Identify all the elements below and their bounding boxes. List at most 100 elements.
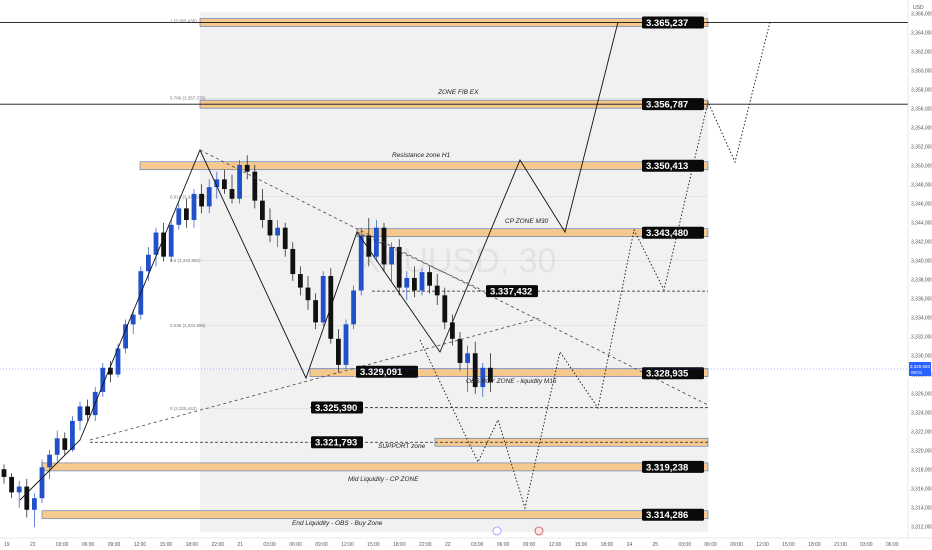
- price-zone: [139, 161, 709, 171]
- price-level-tag: [486, 285, 538, 298]
- candle-body: [374, 227, 379, 257]
- price-tick-label: 3,362,000: [911, 50, 932, 56]
- candle-body: [450, 322, 455, 339]
- time-tick-label: 03:00: [471, 542, 484, 548]
- time-tick-label: 06:00: [704, 542, 717, 548]
- candle-body: [130, 314, 136, 325]
- price-level-value: 3.328,935: [646, 369, 689, 380]
- price-tick-label: 3,354,000: [911, 126, 932, 132]
- candle-body: [168, 224, 174, 257]
- zone-label-mid-liquidity: Mid Liquidity - CP ZONE: [348, 476, 419, 483]
- price-tick-label: 3,332,000: [911, 335, 932, 341]
- candle-body: [206, 187, 212, 207]
- us-flag-event-icon[interactable]: [534, 526, 544, 536]
- candle-body: [32, 498, 37, 510]
- time-tick-label: 06:00: [82, 542, 95, 548]
- time-tick-label: 09:00: [108, 542, 121, 548]
- price-tick-label: 3,348,000: [911, 183, 932, 189]
- current-price-tag: 3,329,693 09:01: [0, 362, 931, 376]
- time-axis[interactable]: 19 22 03:00 06:00 09:00 12:00 15:00 18:00 22:00 2…: [0, 537, 932, 550]
- price-level-value: 3.356,787: [646, 100, 688, 111]
- time-tick-label: 12:00: [549, 542, 562, 548]
- candle-body: [222, 179, 227, 190]
- time-tick-label: 21:00: [834, 542, 847, 548]
- analysis-drawings: [19, 21, 771, 510]
- price-tick-label: 3,352,000: [911, 145, 932, 151]
- candle-body: [184, 208, 189, 220]
- price-tick-label: 3,364,000: [911, 31, 932, 37]
- candle-body: [427, 272, 432, 286]
- zone-label-end-liquidity: End Liquidity - OBS - Buy Zone: [292, 520, 383, 527]
- candlestick-series: [1, 155, 493, 528]
- event-marker-icon[interactable]: [492, 526, 502, 536]
- candle-body: [343, 324, 349, 365]
- candle-body: [237, 164, 242, 199]
- time-tick-label: 24: [627, 542, 633, 548]
- candle-body: [465, 353, 470, 363]
- price-axis[interactable]: USD 3,366,000 3,364,000 3,362,000 3,360,000…: [907, 0, 932, 538]
- price-tick-label: 3,316,000: [911, 487, 932, 493]
- candle-body: [434, 285, 440, 296]
- fib-level-label: 0 (3,325,442): [170, 406, 197, 411]
- candle-body: [54, 438, 60, 455]
- time-tick-label: 21: [237, 542, 243, 548]
- candle-body: [412, 277, 417, 291]
- candle-body: [381, 227, 387, 265]
- price-tick-label: 3,324,000: [911, 411, 932, 417]
- candle-body: [472, 353, 478, 388]
- price-level-value: 3.314,286: [646, 510, 688, 521]
- time-tick-label: 12:00: [341, 542, 354, 548]
- current-price-time: 09:01: [911, 370, 923, 375]
- zone-label-liquidity-m15: OBS BUY ZONE - liquidity M15: [466, 378, 557, 385]
- price-tick-label: 3,326,000: [911, 392, 932, 398]
- candle-body: [389, 247, 394, 265]
- candle-body: [260, 200, 265, 220]
- candle-body: [267, 219, 273, 236]
- price-tick-label: 3,342,000: [911, 240, 932, 246]
- candle-body: [108, 367, 113, 375]
- candle-body: [336, 338, 341, 365]
- price-tick-label: 3,318,000: [911, 468, 932, 474]
- time-tick-label: 25: [653, 542, 659, 548]
- price-tick-label: 3,336,000: [911, 297, 932, 303]
- fib-level-label: 0.5 (3,340,856): [170, 258, 201, 263]
- price-tick-label: 3,350,000: [911, 164, 932, 170]
- candle-body: [176, 208, 182, 225]
- price-level-tag: [311, 436, 363, 449]
- candle-body: [290, 248, 296, 275]
- time-tick-label: 03:00: [263, 542, 276, 548]
- price-zone: [41, 510, 709, 520]
- price-tick-label: 3,322,000: [911, 430, 932, 436]
- candle-body: [366, 235, 372, 257]
- price-level-tag: [642, 16, 704, 29]
- time-tick-label: 22:00: [419, 542, 432, 548]
- price-level-tag: [642, 98, 704, 111]
- price-level-value: 3.350,413: [646, 161, 688, 172]
- time-tick-label: 06:00: [289, 542, 302, 548]
- price-level-tag: [642, 226, 704, 239]
- candle-body: [275, 227, 280, 236]
- time-tick-label: 15:00: [782, 542, 795, 548]
- candle-body: [199, 193, 204, 207]
- time-tick-label: 15:00: [575, 542, 588, 548]
- candle-body: [396, 247, 402, 288]
- candle-body: [161, 232, 166, 257]
- trendline-channel: [356, 231, 483, 291]
- price-level-value: 3.321,793: [315, 438, 357, 449]
- candle-body: [146, 254, 151, 272]
- price-level-value: 3.365,237: [646, 18, 688, 29]
- price-level-value: 3.319,238: [646, 462, 688, 473]
- candle-body: [244, 164, 250, 172]
- candle-body: [24, 486, 30, 510]
- price-axis-background: [908, 0, 932, 538]
- price-tick-label: 3,366,000: [911, 12, 932, 18]
- candle-body: [351, 290, 356, 325]
- time-tick-label: 22:00: [212, 542, 225, 548]
- time-tick-label: 12:00: [134, 542, 147, 548]
- time-tick-label: 22: [445, 542, 451, 548]
- candle-body: [39, 467, 45, 499]
- time-tick-label: 18:00: [186, 542, 199, 548]
- event-markers[interactable]: [492, 526, 544, 536]
- candle-body: [298, 274, 303, 288]
